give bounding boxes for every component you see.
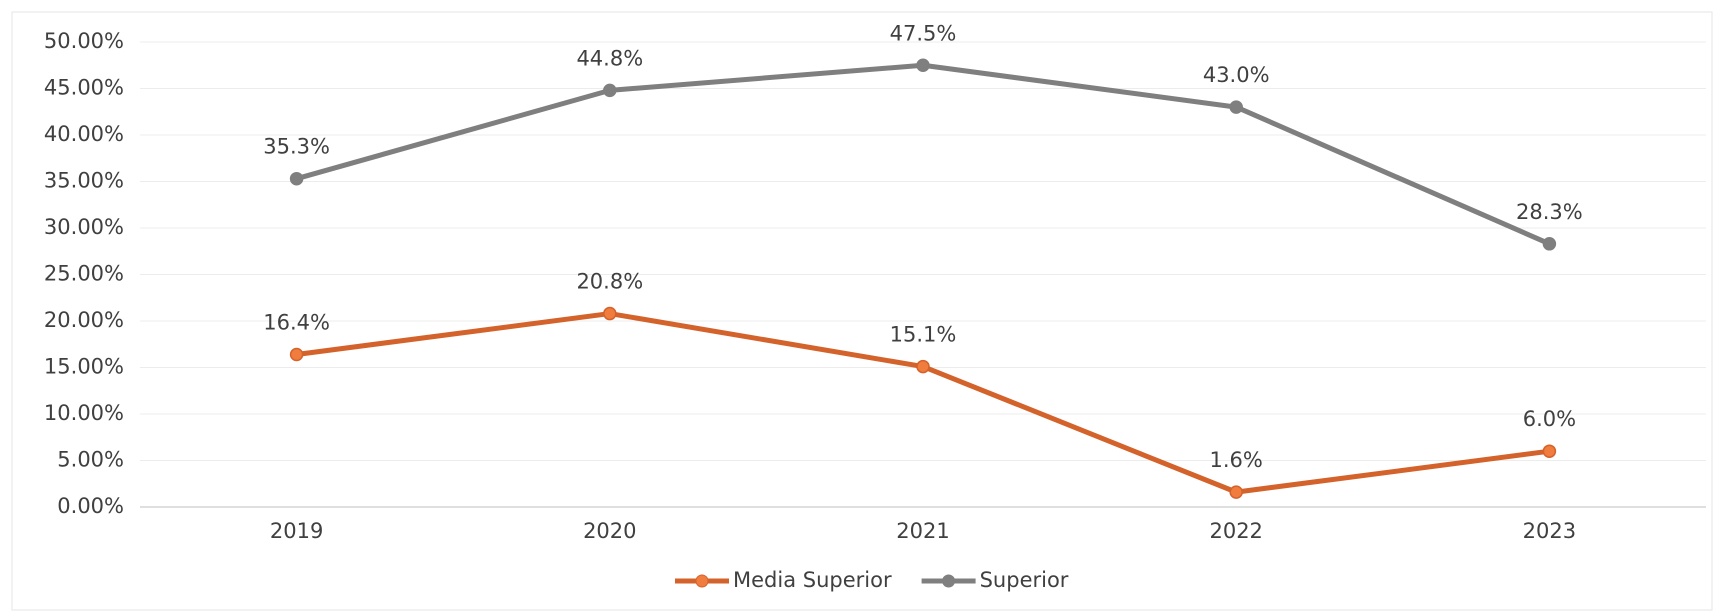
data-point [916, 58, 930, 72]
y-tick-label: 20.00% [44, 308, 124, 332]
data-point [603, 83, 617, 98]
data-point [1542, 444, 1557, 458]
x-tick-label: 2023 [1523, 519, 1576, 543]
legend-item: Media Superior [675, 568, 892, 592]
y-tick-label: 5.00% [57, 448, 124, 472]
legend-label: Superior [980, 568, 1069, 592]
data-point [289, 171, 304, 186]
data-label: 15.1% [890, 323, 957, 347]
legend-label: Media Superior [733, 568, 892, 592]
y-tick-label: 45.00% [44, 76, 124, 100]
y-tick-label: 0.00% [57, 494, 124, 518]
data-point [1229, 100, 1243, 114]
y-tick-label: 35.00% [44, 169, 124, 193]
data-label: 6.0% [1523, 407, 1576, 431]
y-tick-label: 25.00% [44, 262, 124, 286]
data-point [916, 359, 930, 374]
y-tick-label: 10.00% [44, 401, 124, 425]
legend-marker [695, 574, 709, 588]
data-label: 44.8% [576, 46, 643, 70]
data-label: 35.3% [263, 135, 330, 159]
legend-item: Superior [921, 568, 1069, 592]
data-label: 47.5% [890, 21, 957, 45]
x-tick-label: 2022 [1209, 519, 1262, 543]
data-label: 43.0% [1203, 63, 1270, 87]
data-point [1229, 485, 1243, 499]
y-tick-label: 50.00% [44, 29, 124, 53]
legend-marker [942, 574, 956, 588]
data-point [1542, 237, 1557, 251]
x-tick-label: 2021 [896, 519, 949, 543]
y-tick-label: 40.00% [44, 122, 124, 146]
y-tick-label: 30.00% [44, 215, 124, 239]
data-label: 1.6% [1210, 448, 1263, 472]
x-tick-label: 2020 [583, 519, 636, 543]
chart-frame [11, 11, 1713, 611]
data-label: 20.8% [576, 270, 643, 294]
data-label: 28.3% [1516, 200, 1583, 224]
data-point [289, 347, 304, 362]
data-point [603, 306, 617, 321]
data-label: 16.4% [263, 310, 330, 334]
y-tick-label: 15.00% [44, 355, 124, 379]
x-tick-label: 2019 [270, 519, 323, 543]
